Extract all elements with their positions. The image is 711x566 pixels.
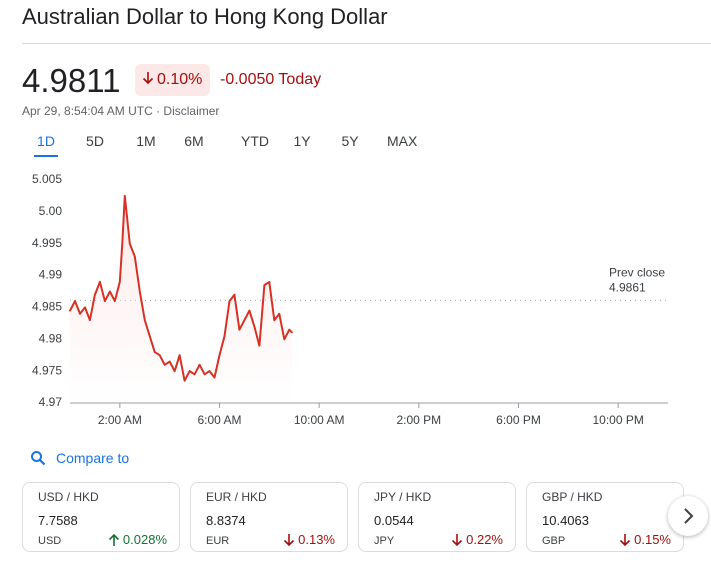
arrow-icon: [452, 533, 463, 546]
next-button[interactable]: [668, 496, 708, 536]
x-tick-label: 10:00 AM: [294, 413, 345, 427]
range-tab[interactable]: 5Y: [341, 133, 359, 149]
page-title: Australian Dollar to Hong Kong Dollar: [22, 4, 388, 29]
card-price: 0.0544: [374, 513, 414, 528]
chart: 4.97 4.975 4.98 4.985 4.99 4.995 5.00 5.005 2:00…: [32, 172, 668, 427]
range-tab[interactable]: 1D: [34, 131, 58, 157]
change-percent: 0.15%: [634, 532, 671, 547]
y-tick-label: 4.99: [39, 268, 63, 282]
price-line: [69, 194, 293, 382]
prev-close-value: 4.9861: [609, 281, 646, 295]
change-badge: 0.10%: [135, 64, 211, 96]
y-tick-label: 5.005: [32, 172, 62, 186]
pair: GBP / HKD: [542, 490, 603, 504]
y-tick-label: 4.98: [39, 331, 63, 345]
card-price: 7.7588: [38, 513, 78, 528]
card-change: 0.15%: [618, 532, 671, 547]
y-tick-label: 4.97: [39, 395, 63, 409]
pair: EUR / HKD: [206, 490, 267, 504]
x-tick-label: 6:00 PM: [496, 413, 541, 427]
y-tick-label: 5.00: [39, 204, 63, 218]
currency-code: JPY: [374, 535, 395, 547]
y-tick-label: 4.985: [32, 300, 62, 314]
arrow-icon: [141, 71, 157, 90]
change-percent: 0.13%: [298, 532, 335, 547]
card-change: 0.22%: [450, 532, 503, 547]
change-percent: 0.028%: [122, 532, 167, 547]
search-icon: [31, 451, 46, 466]
card-change: 0.028%: [107, 532, 167, 547]
arrow-icon: [142, 71, 154, 84]
compare-label: Compare to: [56, 450, 130, 466]
x-tick-label: 2:00 AM: [98, 413, 142, 427]
pair: JPY / HKD: [374, 490, 432, 504]
compare-button[interactable]: Compare to: [30, 450, 129, 466]
compare-card[interactable]: JPY / HKD 0.0544 JPY 0.22%: [358, 482, 516, 552]
range-tabs: 1D 5D 1M 6M YTD 1Y 5Y MAX: [22, 131, 418, 157]
timestamp: Apr 29, 8:54:04 AM UTC · Disclaimer: [22, 104, 220, 118]
x-tick-label: 10:00 PM: [592, 413, 643, 427]
change-percent: 0.10%: [157, 71, 203, 88]
range-tab[interactable]: 6M: [184, 133, 204, 149]
disclaimer-link[interactable]: Disclaimer: [163, 104, 220, 118]
currency-code: EUR: [206, 535, 230, 547]
range-tab[interactable]: 5D: [86, 133, 104, 149]
arrow-icon: [108, 533, 119, 546]
period: Today: [278, 71, 322, 88]
price: 4.9811: [22, 62, 121, 99]
x-tick-label: 6:00 AM: [197, 413, 241, 427]
pair: USD / HKD: [38, 490, 99, 504]
card-price: 10.4063: [542, 513, 589, 528]
range-tab[interactable]: 1M: [136, 133, 156, 149]
compare-card[interactable]: USD / HKD 7.7588 USD 0.028%: [22, 482, 180, 552]
compare-card[interactable]: GBP / HKD 10.4063 GBP 0.15%: [526, 482, 684, 552]
time: Apr 29, 8:54:04 AM UTC: [22, 104, 153, 118]
divider: [22, 43, 711, 44]
x-tick-label: 2:00 PM: [396, 413, 441, 427]
arrow-icon: [620, 533, 631, 546]
arrow-icon: [284, 533, 295, 546]
range-tab[interactable]: YTD: [241, 133, 269, 149]
card-price: 8.8374: [206, 513, 246, 528]
compare-card[interactable]: EUR / HKD 8.8374 EUR 0.13%: [190, 482, 348, 552]
currency-code: GBP: [542, 535, 566, 547]
area: [70, 195, 292, 403]
card-change: 0.13%: [282, 532, 335, 547]
y-tick-label: 4.995: [32, 236, 62, 250]
change-percent: 0.22%: [466, 532, 503, 547]
range-tab[interactable]: 1Y: [293, 133, 311, 149]
y-tick-label: 4.975: [32, 363, 62, 377]
range-tab[interactable]: MAX: [387, 133, 418, 149]
prev-close-label: Prev close: [609, 266, 665, 280]
chevron-icon: [684, 508, 694, 524]
change-value: -0.0050: [220, 71, 275, 88]
change: -0.0050 Today: [220, 71, 321, 89]
currency-code: USD: [38, 535, 62, 547]
